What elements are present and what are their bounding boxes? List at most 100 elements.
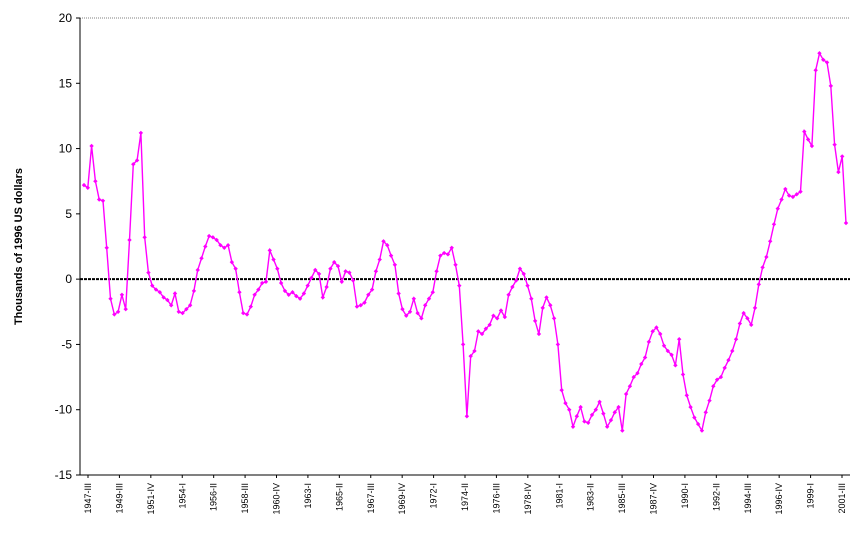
data-point xyxy=(343,269,348,274)
data-point xyxy=(407,309,413,314)
data-point xyxy=(840,154,845,159)
data-point xyxy=(843,220,849,226)
data-point xyxy=(176,309,181,314)
data-point xyxy=(654,325,659,330)
data-point xyxy=(195,267,200,273)
data-point xyxy=(286,292,291,298)
data-point xyxy=(540,305,545,311)
data-point xyxy=(699,428,705,433)
data-point xyxy=(714,377,720,382)
data-point xyxy=(817,51,822,56)
x-tick-label: 1981-I xyxy=(554,483,564,509)
y-tick-label: -15 xyxy=(55,468,73,482)
data-point xyxy=(703,410,708,415)
data-point xyxy=(779,197,784,202)
data-point xyxy=(764,254,769,260)
data-point xyxy=(760,265,765,270)
data-point xyxy=(669,352,674,358)
data-point xyxy=(483,326,489,331)
data-point xyxy=(578,404,583,410)
data-point xyxy=(282,288,288,294)
data-point xyxy=(722,365,727,371)
data-point xyxy=(601,411,606,416)
data-point xyxy=(400,306,405,312)
data-point xyxy=(96,197,102,202)
data-point xyxy=(661,343,667,348)
x-tick-label: 1963-I xyxy=(303,483,313,509)
data-point xyxy=(297,296,303,301)
x-tick-label: 1990-I xyxy=(680,483,690,509)
data-point xyxy=(809,143,815,149)
data-point xyxy=(612,410,617,415)
data-point xyxy=(335,263,341,269)
data-point xyxy=(464,414,470,419)
data-point xyxy=(642,355,648,360)
data-point xyxy=(100,198,106,203)
data-point xyxy=(627,384,633,389)
data-point xyxy=(123,306,128,312)
data-point xyxy=(472,348,477,354)
x-tick-label: 1978-IV xyxy=(523,483,533,515)
data-point xyxy=(821,57,826,62)
data-point xyxy=(165,297,170,303)
x-tick-label: 2001-III xyxy=(837,483,847,514)
data-point xyxy=(836,169,841,175)
data-point xyxy=(453,262,458,267)
data-point xyxy=(623,391,629,397)
data-point xyxy=(313,267,318,273)
data-point xyxy=(332,259,337,265)
data-point xyxy=(498,308,504,313)
data-point xyxy=(316,271,322,277)
x-tick-label: 1972-I xyxy=(429,483,439,509)
data-point xyxy=(487,322,492,328)
x-tick-label: 1965-II xyxy=(334,483,344,511)
data-point xyxy=(252,292,257,298)
data-point xyxy=(513,278,519,283)
data-point xyxy=(150,283,155,288)
x-tick-label: 1958-III xyxy=(240,483,250,514)
data-point xyxy=(783,186,788,192)
data-point xyxy=(737,321,743,326)
data-point xyxy=(362,300,367,305)
x-tick-label: 1947-III xyxy=(83,483,93,514)
data-point xyxy=(548,303,553,308)
data-point xyxy=(89,143,94,149)
data-point xyxy=(127,237,132,243)
data-point xyxy=(388,253,394,258)
x-tick-label: 1983-II xyxy=(586,483,596,511)
data-point xyxy=(392,262,398,267)
data-point xyxy=(824,60,830,65)
data-point xyxy=(131,162,136,167)
data-point xyxy=(411,296,417,301)
data-point xyxy=(369,287,375,292)
data-point xyxy=(328,266,333,271)
data-point xyxy=(396,291,401,296)
data-point xyxy=(457,283,462,288)
data-point xyxy=(616,404,621,410)
data-point xyxy=(559,387,564,393)
x-tick-label: 1985-III xyxy=(617,483,627,514)
data-point xyxy=(305,283,310,288)
data-point xyxy=(802,129,807,134)
data-point xyxy=(631,374,636,380)
data-point xyxy=(567,407,572,412)
data-point xyxy=(214,237,219,243)
data-point xyxy=(510,284,515,290)
data-point xyxy=(495,316,500,321)
x-tick-label: 1954-I xyxy=(177,483,187,509)
data-point xyxy=(521,271,526,277)
data-point xyxy=(726,357,731,363)
data-point xyxy=(203,244,208,249)
data-point xyxy=(813,68,818,73)
data-point xyxy=(680,372,686,377)
data-point xyxy=(805,137,811,142)
data-point xyxy=(529,296,534,301)
data-point xyxy=(593,407,598,412)
data-point xyxy=(184,306,189,312)
data-point xyxy=(449,245,454,251)
data-point xyxy=(381,239,386,244)
data-point xyxy=(134,158,140,163)
data-point xyxy=(324,284,329,290)
y-axis-label: Thousands of 1996 US dollars xyxy=(13,168,25,325)
data-point xyxy=(104,245,109,251)
